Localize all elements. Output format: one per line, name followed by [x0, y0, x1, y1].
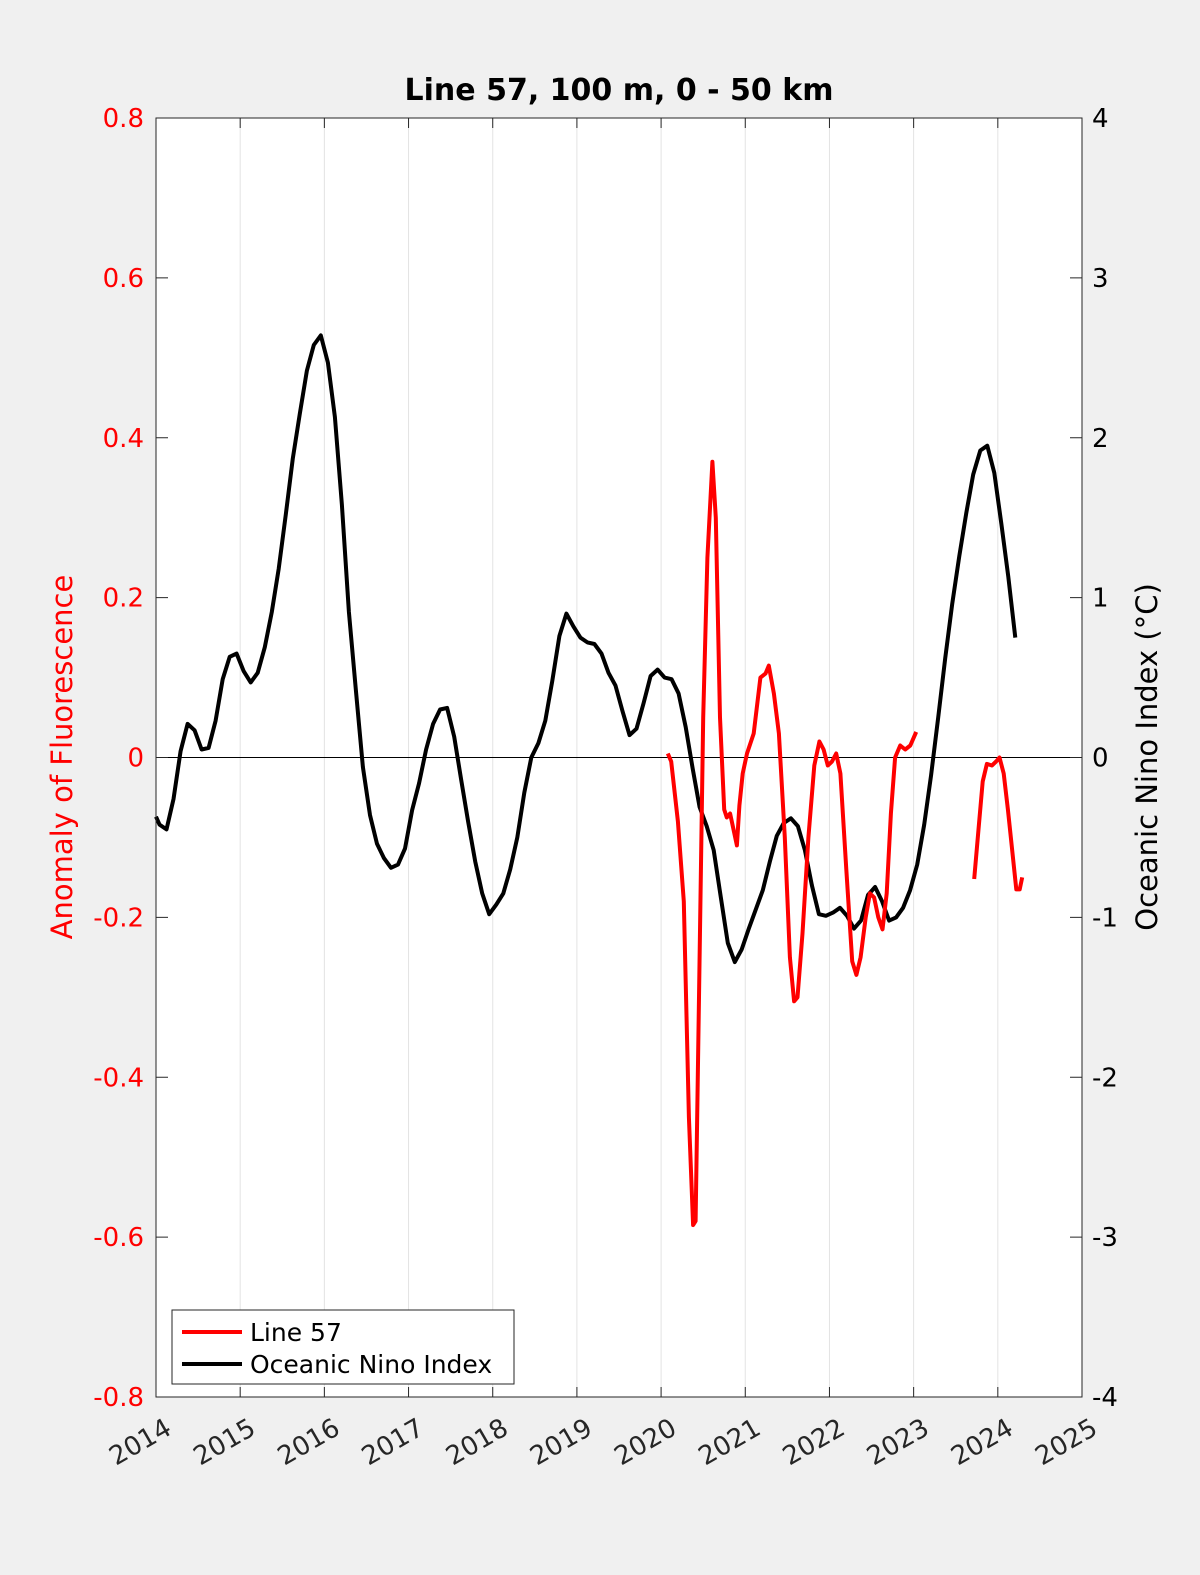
y-left-tick-label: 0.8 — [103, 104, 144, 134]
y-left-tick-label: 0 — [127, 744, 144, 774]
series-line-line-57 — [972, 755, 1025, 892]
legend: Line 57 Oceanic Nino Index — [171, 1309, 515, 1385]
y-right-tick-label: -2 — [1092, 1063, 1118, 1093]
y-left-tick-label: 0.2 — [103, 584, 144, 614]
y-right-tick-label: -3 — [1092, 1223, 1118, 1253]
legend-box — [171, 1309, 515, 1385]
y-right-tick-label: 4 — [1092, 104, 1109, 134]
y-left-tick-label: -0.8 — [93, 1383, 144, 1413]
legend-line-57-label: Line 57 — [250, 1318, 342, 1347]
y-axis-right-label: Oceanic Nino Index (°C) — [1130, 583, 1164, 931]
y-right-tick-label: 3 — [1092, 264, 1109, 294]
series-line-line-57 — [665, 459, 919, 1228]
y-left-tick-label: -0.4 — [93, 1063, 144, 1093]
chart-title: Line 57, 100 m, 0 - 50 km — [405, 73, 834, 108]
y-left-tick-label: -0.6 — [93, 1223, 144, 1253]
y-right-tick-label: -1 — [1092, 903, 1118, 933]
y-left-tick-label: 0.4 — [103, 424, 144, 454]
series-line-oceanic-nino-index — [154, 333, 1018, 965]
y-right-tick-label: 0 — [1092, 744, 1109, 774]
legend-oni-label: Oceanic Nino Index — [250, 1350, 492, 1379]
series-layer — [154, 333, 1025, 1228]
y-right-tick-label: 1 — [1092, 584, 1109, 614]
y-right-tick-label: -4 — [1092, 1383, 1118, 1413]
y-right-tick-label: 2 — [1092, 424, 1109, 454]
y-axis-right: 4 3 2 1 0 -1 -2 -3 -4 — [1070, 104, 1118, 1413]
y-left-tick-label: 0.6 — [103, 264, 144, 294]
y-left-tick-label: -0.2 — [93, 903, 144, 933]
y-axis-left: 0.8 0.6 0.4 0.2 0 -0.2 -0.4 -0.6 -0.8 — [93, 104, 168, 1413]
y-axis-left-label: Anomaly of Fluorescence — [45, 575, 79, 940]
